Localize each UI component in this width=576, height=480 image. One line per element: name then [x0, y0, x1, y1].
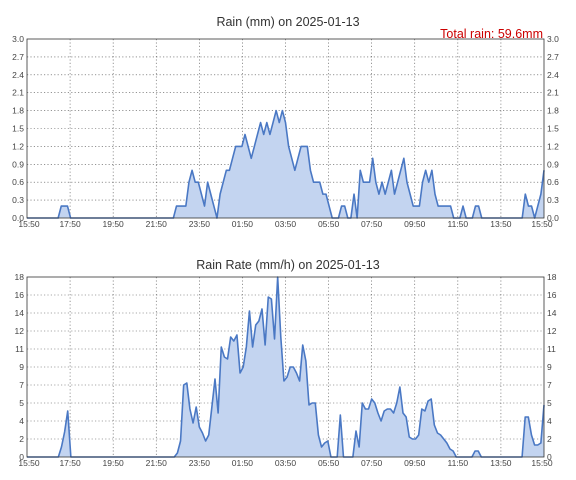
rain-x-tick-label: 21:50	[146, 219, 168, 229]
rain-rate-chart: Rain Rate (mm/h) on 2025-01-13 0 0 2 2 4 4 5 5 7…	[15, 258, 557, 468]
rain-y-tick-label-right: 2.7	[547, 52, 559, 62]
rain-rate-x-tick-label: 23:50	[189, 458, 211, 468]
rain-y-tick-label-left: 1.5	[12, 124, 24, 134]
rain-y-tick-label-left: 1.8	[12, 106, 24, 116]
rain-rate-x-tick-label: 19:50	[103, 458, 125, 468]
rain-rate-x-tick-label: 17:50	[59, 458, 81, 468]
rain-rate-chart-ticks: 0 0 2 2 4 4 5 5 7 7 9 9 11 11 12 12 14 14 16 16 18 18 15:50 17:…	[15, 272, 557, 468]
rain-y-tick-label-left: 3.0	[12, 34, 24, 44]
rain-rate-y-tick-label-right: 14	[547, 308, 557, 318]
rain-x-tick-label: 09:50	[404, 219, 426, 229]
rain-rate-y-tick-label-left: 18	[15, 272, 25, 282]
rain-rate-y-tick-label-left: 14	[15, 308, 25, 318]
rain-chart-title: Rain (mm) on 2025-01-13	[216, 15, 359, 29]
rain-series-area	[27, 110, 544, 218]
rain-y-tick-label-right: 2.1	[547, 88, 559, 98]
rain-x-tick-label: 15:50	[531, 219, 553, 229]
rain-rate-series-area	[27, 277, 544, 457]
rain-x-tick-label: 23:50	[189, 219, 211, 229]
rain-x-tick-label: 03:50	[275, 219, 297, 229]
rain-rate-y-tick-label-left: 5	[19, 398, 24, 408]
rain-y-tick-label-left: 0.3	[12, 195, 24, 205]
rain-y-tick-label-right: 2.4	[547, 70, 559, 80]
rain-rate-x-tick-label: 01:50	[232, 458, 254, 468]
rain-rate-y-tick-label-right: 18	[547, 272, 557, 282]
rain-rate-x-tick-label: 13:50	[490, 458, 512, 468]
rain-rate-x-tick-label: 21:50	[146, 458, 168, 468]
rain-rate-x-tick-label: 03:50	[275, 458, 297, 468]
rain-mm-chart: Rain (mm) on 2025-01-13 Total rain: 59.6…	[12, 15, 559, 229]
rain-y-tick-label-right: 0.3	[547, 195, 559, 205]
rain-y-tick-label-right: 1.8	[547, 106, 559, 116]
rain-y-tick-label-left: 2.7	[12, 52, 24, 62]
rain-rate-x-tick-label: 09:50	[404, 458, 426, 468]
rain-rate-x-tick-label: 11:50	[448, 458, 469, 468]
rain-y-tick-label-left: 1.2	[12, 141, 24, 151]
rain-rate-y-tick-label-right: 9	[547, 362, 552, 372]
rain-y-tick-label-right: 0.0	[547, 213, 559, 223]
rain-rate-chart-frame	[26, 276, 545, 458]
rain-y-tick-label-left: 0.6	[12, 177, 24, 187]
rain-rate-y-tick-label-left: 9	[19, 362, 24, 372]
rain-rate-y-tick-label-right: 2	[547, 434, 552, 444]
rain-y-tick-label-left: 2.4	[12, 70, 24, 80]
rain-rate-y-tick-label-left: 16	[15, 290, 25, 300]
rain-rate-y-tick-label-left: 4	[19, 416, 24, 426]
rain-y-tick-label-left: 0.0	[12, 213, 24, 223]
rain-x-tick-label: 17:50	[59, 219, 81, 229]
rain-rate-y-tick-label-left: 12	[15, 326, 25, 336]
rain-rate-y-tick-label-right: 11	[547, 344, 556, 354]
rain-rate-x-tick-label: 15:50	[18, 458, 40, 468]
rain-rate-y-tick-label-right: 0	[547, 452, 552, 462]
rain-rate-y-tick-label-right: 5	[547, 398, 552, 408]
rain-x-tick-label: 19:50	[103, 219, 125, 229]
total-rain-annotation: Total rain: 59.6mm	[440, 27, 543, 41]
rain-rate-chart-title: Rain Rate (mm/h) on 2025-01-13	[196, 258, 379, 272]
rain-y-tick-label-right: 1.2	[547, 141, 559, 151]
rain-rate-x-tick-label: 07:50	[361, 458, 383, 468]
rain-x-tick-label: 07:50	[361, 219, 383, 229]
rain-x-tick-label: 05:50	[318, 219, 340, 229]
rain-x-tick-label: 13:50	[490, 219, 512, 229]
rain-y-tick-label-right: 1.5	[547, 124, 559, 134]
rain-y-tick-label-left: 2.1	[12, 88, 24, 98]
rain-x-tick-label: 11:50	[448, 219, 469, 229]
rain-rate-y-tick-label-left: 11	[15, 344, 24, 354]
rain-rate-y-tick-label-right: 7	[547, 380, 552, 390]
rain-rate-x-tick-label: 05:50	[318, 458, 340, 468]
rain-chart-ticks: 0.0 0.0 0.3 0.3 0.6 0.6 0.9 0.9 1.2 1.2 1.5 1.5 1.8 1…	[12, 34, 559, 229]
rain-rate-y-tick-label-left: 7	[19, 380, 24, 390]
rain-chart-frame	[26, 38, 545, 219]
rain-y-tick-label-right: 3.0	[547, 34, 559, 44]
rain-y-tick-label-right: 0.9	[547, 159, 559, 169]
rain-y-tick-label-right: 0.6	[547, 177, 559, 187]
rain-rate-y-tick-label-right: 4	[547, 416, 552, 426]
rain-rate-y-tick-label-right: 12	[547, 326, 557, 336]
rain-x-tick-label: 15:50	[18, 219, 40, 229]
rain-y-tick-label-left: 0.9	[12, 159, 24, 169]
rain-x-tick-label: 01:50	[232, 219, 254, 229]
rain-rate-y-tick-label-left: 2	[19, 434, 24, 444]
rain-rate-y-tick-label-right: 16	[547, 290, 557, 300]
rain-rate-x-tick-label: 15:50	[531, 458, 553, 468]
rain-rate-y-tick-label-left: 0	[19, 452, 24, 462]
